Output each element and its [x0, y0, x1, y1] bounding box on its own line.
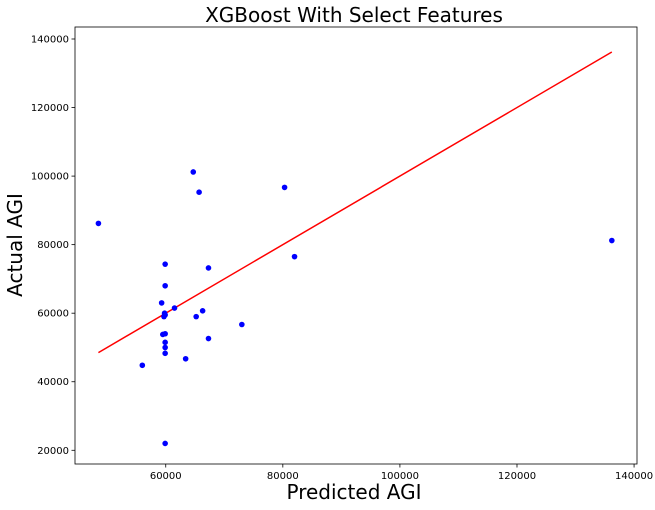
data-point [196, 189, 202, 195]
data-point [140, 362, 146, 368]
chart-title: XGBoost With Select Features [205, 3, 503, 27]
data-point [172, 305, 178, 311]
data-point [239, 322, 245, 328]
data-point [162, 340, 168, 346]
data-point [609, 238, 615, 244]
data-point [162, 331, 168, 337]
y-tick-label: 120000 [31, 103, 69, 114]
data-point [206, 265, 212, 271]
y-tick-label: 40000 [37, 377, 69, 388]
x-tick-label: 140000 [615, 471, 653, 482]
data-point [162, 261, 168, 267]
data-point [190, 169, 196, 175]
data-point [162, 441, 168, 447]
x-tick-label: 60000 [150, 471, 182, 482]
y-tick-label: 100000 [31, 172, 69, 183]
y-tick-label: 20000 [37, 446, 69, 457]
x-axis-title: Predicted AGI [287, 480, 422, 504]
data-point [193, 314, 199, 320]
data-point [162, 283, 168, 289]
y-tick-label: 60000 [37, 309, 69, 320]
data-point [96, 221, 102, 227]
data-point [183, 356, 189, 362]
data-point [162, 312, 168, 318]
y-tick-label: 140000 [31, 34, 69, 45]
data-point [162, 345, 168, 351]
y-tick-label: 80000 [37, 240, 69, 251]
data-point [206, 336, 212, 342]
data-point [159, 300, 165, 306]
data-point [200, 308, 206, 314]
y-axis-title: Actual AGI [3, 193, 27, 297]
data-point [162, 350, 168, 356]
x-tick-label: 120000 [498, 471, 536, 482]
plot-area [75, 27, 637, 464]
data-point [282, 185, 288, 191]
data-point [292, 254, 298, 260]
